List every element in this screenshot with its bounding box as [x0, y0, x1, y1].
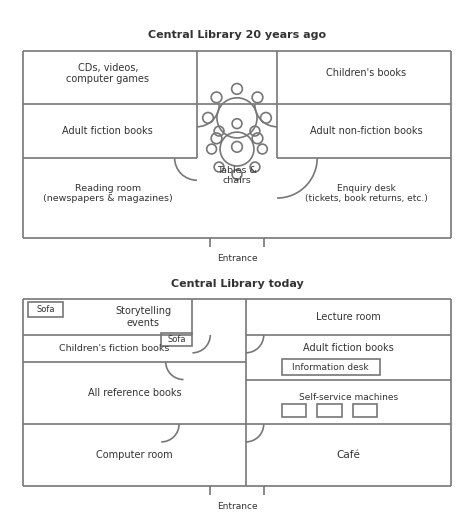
Text: Sofa: Sofa	[168, 335, 186, 344]
Bar	[210, 486, 264, 500]
Text: Tables &
chairs: Tables & chairs	[217, 166, 257, 185]
Text: Café: Café	[337, 450, 360, 460]
Text: Lecture room: Lecture room	[316, 312, 381, 322]
Bar	[353, 404, 377, 417]
Text: Enquiry desk
(tickets, book returns, etc.): Enquiry desk (tickets, book returns, etc…	[305, 184, 428, 203]
Bar	[27, 302, 63, 317]
Text: CDs, videos,
computer games: CDs, videos, computer games	[66, 62, 149, 84]
Text: Self-service machines: Self-service machines	[299, 393, 398, 402]
Bar	[317, 404, 342, 417]
Bar	[282, 359, 380, 375]
Text: Sofa: Sofa	[36, 305, 55, 314]
Bar	[282, 404, 306, 417]
Text: Adult non-fiction books: Adult non-fiction books	[310, 126, 422, 136]
Text: Central Library 20 years ago: Central Library 20 years ago	[148, 30, 326, 40]
Bar	[210, 238, 264, 251]
Text: Children's books: Children's books	[326, 68, 406, 78]
Text: Entrance: Entrance	[217, 502, 257, 511]
Text: Adult fiction books: Adult fiction books	[303, 344, 394, 353]
Text: Adult fiction books: Adult fiction books	[63, 126, 153, 136]
Text: Entrance: Entrance	[217, 254, 257, 263]
Text: Children's fiction books: Children's fiction books	[59, 344, 169, 353]
Text: Computer room: Computer room	[96, 450, 173, 460]
Text: Storytelling
events: Storytelling events	[115, 306, 172, 328]
Text: Central Library today: Central Library today	[171, 279, 303, 289]
Text: All reference books: All reference books	[88, 388, 182, 398]
Bar	[161, 333, 192, 346]
Text: Information desk: Information desk	[292, 363, 369, 372]
Text: Reading room
(newspapers & magazines): Reading room (newspapers & magazines)	[43, 184, 173, 203]
